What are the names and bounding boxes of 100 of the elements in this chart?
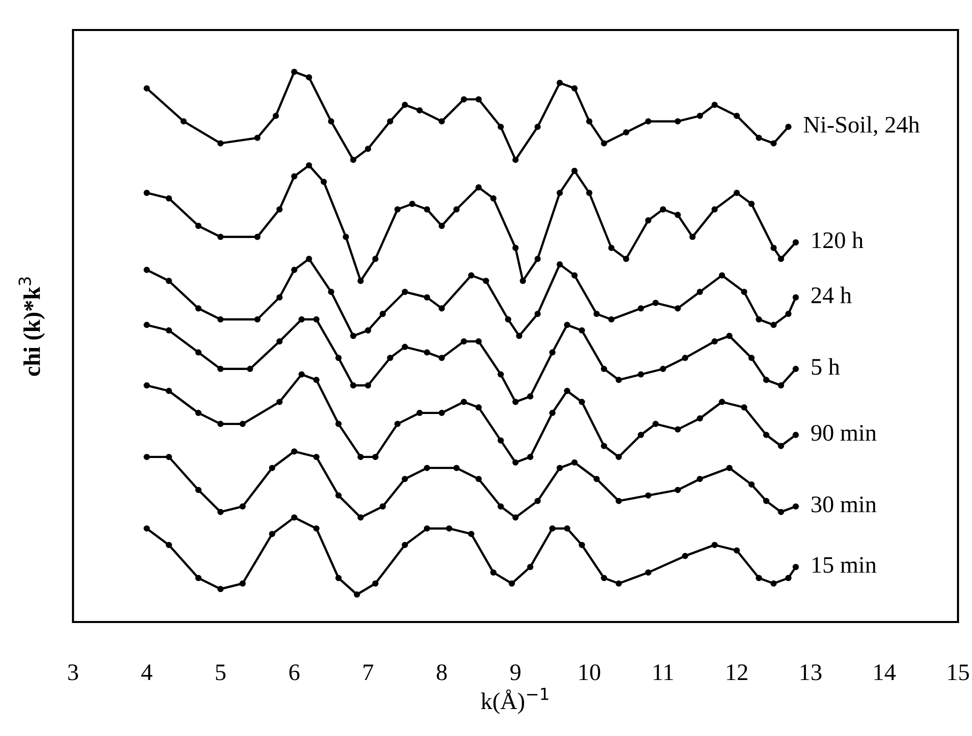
point [549, 525, 556, 532]
point [291, 68, 298, 75]
x-tick-label: 6 [289, 664, 300, 680]
point [195, 222, 202, 229]
point [763, 432, 770, 438]
point [594, 310, 600, 318]
point [402, 344, 408, 350]
point [424, 525, 430, 532]
point [269, 464, 276, 472]
series-label: 30 min [812, 496, 876, 512]
point [682, 354, 688, 362]
x-tick-label: 4 [141, 664, 152, 680]
point [291, 514, 298, 521]
point [298, 316, 305, 323]
point [144, 322, 150, 328]
point [354, 591, 360, 598]
point [424, 206, 430, 212]
point [778, 442, 784, 450]
point [741, 288, 748, 296]
point [195, 486, 202, 494]
point [276, 338, 283, 345]
series-label: 15 min [812, 557, 876, 573]
point [520, 278, 526, 284]
point [564, 388, 570, 394]
point [586, 118, 592, 124]
point [498, 124, 504, 130]
point [600, 574, 608, 582]
point [468, 530, 474, 538]
point [350, 156, 356, 163]
point [166, 388, 172, 394]
point [778, 508, 784, 516]
point [438, 222, 445, 229]
x-tick-label: 11 [654, 664, 673, 680]
point [674, 426, 681, 433]
point [217, 366, 224, 372]
point [438, 410, 445, 416]
point [482, 278, 490, 284]
point [756, 134, 762, 141]
point [792, 366, 799, 372]
point [306, 256, 312, 262]
point [734, 112, 740, 119]
point [460, 96, 467, 102]
point [438, 118, 445, 124]
point [372, 454, 378, 460]
point [254, 134, 260, 141]
point [394, 206, 401, 212]
point [438, 305, 445, 312]
point [594, 476, 600, 482]
point [195, 410, 202, 416]
point [616, 580, 622, 587]
point [402, 288, 408, 296]
x-tick-label: 9 [510, 664, 520, 680]
x-tick-label: 15 [948, 664, 969, 680]
point [508, 580, 515, 587]
point [387, 118, 394, 124]
point [416, 107, 423, 114]
point [387, 354, 394, 362]
series-label: Ni-Soil, 24h [804, 116, 920, 136]
point [358, 454, 364, 460]
point [689, 234, 696, 240]
point [320, 178, 327, 185]
point [763, 376, 770, 384]
point [144, 85, 150, 92]
point [734, 547, 740, 554]
point [770, 322, 777, 328]
point [652, 420, 659, 428]
x-axis-title: k(Å)$^{−1}$ [481, 688, 548, 714]
point [770, 580, 777, 587]
point [358, 514, 364, 521]
point [527, 454, 534, 460]
point [291, 448, 298, 455]
point [785, 124, 792, 130]
y-axis-title: chi (k)*k$^{3}$ [18, 277, 45, 376]
point [638, 305, 644, 312]
point [380, 310, 386, 318]
point [712, 206, 718, 212]
series-label: 90 min [811, 424, 876, 441]
point [328, 118, 334, 124]
point [246, 366, 254, 372]
point [696, 288, 703, 296]
point [217, 234, 224, 240]
point [770, 140, 777, 146]
point [600, 442, 608, 450]
point [652, 300, 659, 306]
point [578, 398, 585, 406]
point [460, 338, 467, 345]
point [166, 195, 172, 202]
point [623, 129, 630, 136]
point [571, 272, 578, 279]
point [616, 454, 622, 460]
point [217, 508, 224, 516]
point [785, 574, 792, 582]
point [313, 525, 320, 532]
point [195, 574, 202, 582]
point [217, 316, 224, 323]
point [726, 464, 732, 472]
point [778, 382, 784, 389]
point [342, 234, 349, 240]
point [645, 569, 652, 576]
point [424, 349, 430, 356]
